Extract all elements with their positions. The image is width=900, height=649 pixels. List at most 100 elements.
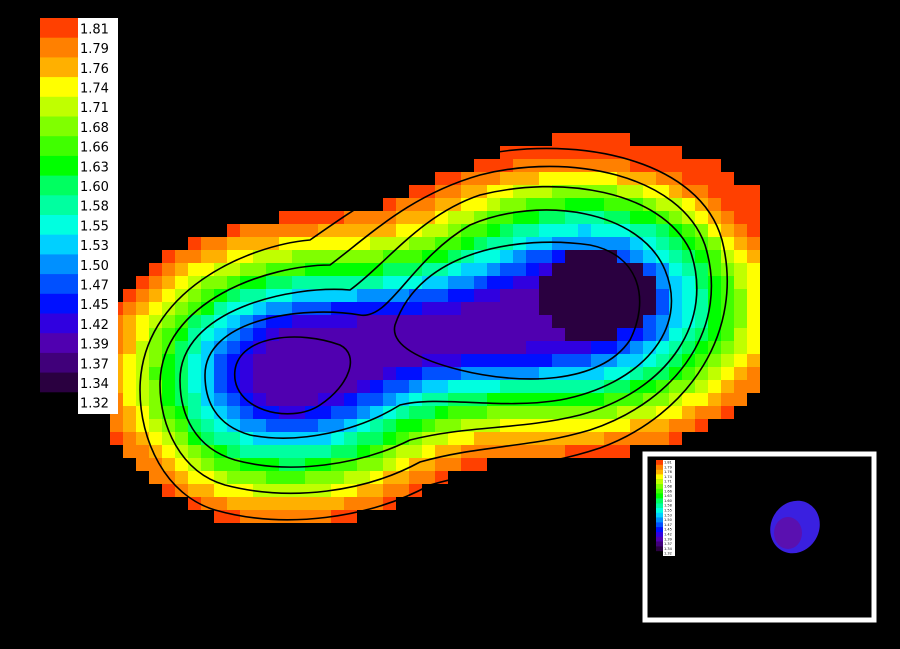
map-pixel — [188, 471, 201, 484]
map-pixel — [188, 250, 201, 263]
map-pixel — [240, 380, 253, 393]
map-pixel — [123, 354, 136, 367]
map-pixel — [266, 250, 279, 263]
map-pixel — [396, 198, 409, 211]
map-pixel — [695, 172, 708, 185]
map-pixel — [136, 432, 149, 445]
map-pixel — [370, 367, 383, 380]
map-pixel — [721, 224, 734, 237]
map-pixel — [201, 380, 214, 393]
map-pixel — [552, 302, 565, 315]
map-pixel — [201, 289, 214, 302]
map-pixel — [201, 302, 214, 315]
map-pixel — [643, 276, 656, 289]
map-pixel — [422, 432, 435, 445]
map-pixel — [643, 263, 656, 276]
contour — [393, 241, 641, 380]
map-pixel — [253, 484, 266, 497]
map-pixel — [669, 211, 682, 224]
map-pixel — [357, 445, 370, 458]
map-pixel — [396, 354, 409, 367]
map-pixel — [669, 159, 682, 172]
map-pixel — [175, 458, 188, 471]
map-pixel — [591, 250, 604, 263]
map-pixel — [708, 367, 721, 380]
map-pixel — [526, 211, 539, 224]
map-pixel — [162, 406, 175, 419]
map-pixel — [188, 276, 201, 289]
colorbar-swatch — [40, 116, 78, 137]
map-pixel — [656, 185, 669, 198]
map-pixel — [682, 276, 695, 289]
map-pixel — [734, 341, 747, 354]
map-pixel — [240, 341, 253, 354]
map-pixel — [344, 497, 357, 510]
map-pixel — [266, 497, 279, 510]
map-pixel — [721, 185, 734, 198]
map-pixel — [578, 198, 591, 211]
map-pixel — [357, 263, 370, 276]
map-pixel — [734, 224, 747, 237]
map-pixel — [617, 406, 630, 419]
map-pixel — [383, 484, 396, 497]
map-pixel — [474, 237, 487, 250]
map-pixel — [175, 276, 188, 289]
map-pixel — [435, 393, 448, 406]
map-pixel — [500, 419, 513, 432]
map-pixel — [526, 419, 539, 432]
map-pixel — [188, 484, 201, 497]
map-pixel — [357, 211, 370, 224]
map-pixel — [435, 302, 448, 315]
map-pixel — [149, 354, 162, 367]
map-pixel — [474, 276, 487, 289]
map-pixel — [149, 393, 162, 406]
map-pixel — [383, 315, 396, 328]
map-pixel — [682, 315, 695, 328]
map-pixel — [552, 445, 565, 458]
map-pixel — [370, 419, 383, 432]
map-pixel — [604, 289, 617, 302]
map-pixel — [383, 458, 396, 471]
inset-label: 1.79 — [664, 465, 672, 469]
map-pixel — [669, 263, 682, 276]
map-pixel — [682, 172, 695, 185]
map-pixel — [591, 302, 604, 315]
map-pixel — [552, 250, 565, 263]
map-pixel — [747, 367, 760, 380]
map-pixel — [149, 328, 162, 341]
map-pixel — [669, 302, 682, 315]
map-pixel — [396, 263, 409, 276]
map-pixel — [136, 276, 149, 289]
map-pixel — [253, 328, 266, 341]
map-pixel — [526, 445, 539, 458]
map-pixel — [500, 367, 513, 380]
map-pixel — [149, 276, 162, 289]
map-pixel — [539, 185, 552, 198]
inset-swatch — [656, 479, 663, 485]
map-pixel — [305, 250, 318, 263]
map-pixel — [734, 185, 747, 198]
map-pixel — [578, 146, 591, 159]
colorbar-swatch — [40, 274, 78, 295]
map-pixel — [721, 354, 734, 367]
map-pixel — [370, 276, 383, 289]
map-pixel — [630, 172, 643, 185]
map-pixel — [253, 276, 266, 289]
map-pixel — [643, 367, 656, 380]
map-pixel — [240, 328, 253, 341]
map-pixel — [500, 237, 513, 250]
map-pixel — [136, 354, 149, 367]
map-pixel — [643, 328, 656, 341]
map-pixel — [448, 445, 461, 458]
map-pixel — [422, 419, 435, 432]
map-pixel — [487, 432, 500, 445]
map-pixel — [578, 354, 591, 367]
colorbar-label: 1.45 — [80, 298, 109, 313]
map-pixel — [383, 198, 396, 211]
map-pixel — [552, 211, 565, 224]
map-pixel — [396, 289, 409, 302]
map-pixel — [487, 406, 500, 419]
inset-swatch — [656, 493, 663, 499]
colorbar-label: 1.79 — [80, 42, 109, 57]
colorbar-label: 1.71 — [80, 101, 109, 116]
